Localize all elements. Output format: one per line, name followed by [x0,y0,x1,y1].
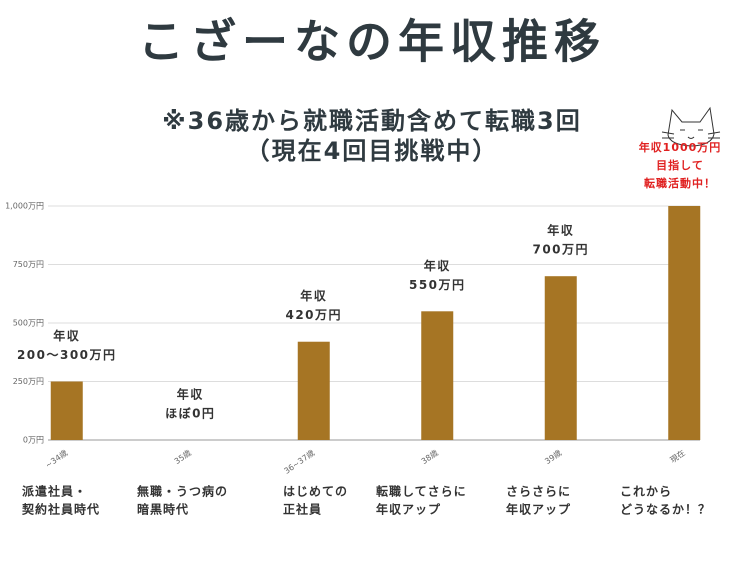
note: 転職してさらに [376,484,467,499]
annotation: 550万円 [409,278,466,292]
bar [544,276,577,440]
subtitle: （現在4回目挑戦中） [246,137,499,165]
annotation: 700万円 [532,243,589,257]
note: これから [620,485,672,499]
annotation: 年収 [424,258,451,273]
note: 派遣社員・ [22,484,87,499]
annotation: 年収 [53,328,80,343]
x-tick-label: 39歳 [543,447,564,466]
cat-icon [661,106,721,147]
annotation: ほぼ0円 [165,407,215,421]
callout: 転職活動中！ [644,176,716,190]
annotation: 年収 [300,288,327,303]
y-tick-label: 750万円 [13,260,44,269]
annotation: 年収 [547,223,574,238]
x-tick-label: 現在 [668,447,687,464]
x-tick-label: ~34歳 [43,447,69,469]
y-tick-label: 1,000万円 [5,202,44,211]
annotation: 年収 [177,387,204,402]
note: 無職・うつ病の [137,484,228,499]
bar [50,381,83,440]
note: 正社員 [283,502,322,517]
bar [297,341,330,440]
bar [668,206,701,440]
y-tick-label: 0万円 [23,436,44,445]
note: 契約社員時代 [21,502,100,517]
note: はじめての [283,485,348,499]
bar [421,311,454,440]
x-tick-label: 36~37歳 [282,447,316,475]
note: 暗黒時代 [137,502,189,517]
subtitle: ※36歳から就職活動含めて転職3回 [162,107,581,135]
annotation: 420万円 [285,308,342,322]
note: さらさらに [506,485,571,499]
note: 年収アップ [506,502,571,517]
chart-title: こざーなの年収推移 [138,15,606,69]
x-tick-label: 35歳 [172,447,193,466]
annotation: 200〜300万円 [17,348,117,362]
callout: 年収1000万円 [639,140,722,154]
x-tick-label: 38歳 [419,447,440,466]
y-tick-label: 500万円 [13,319,44,328]
callout: 目指して [656,158,704,172]
y-tick-label: 250万円 [13,377,44,386]
note: どうなるか！？ [620,503,711,517]
note: 年収アップ [376,502,441,517]
